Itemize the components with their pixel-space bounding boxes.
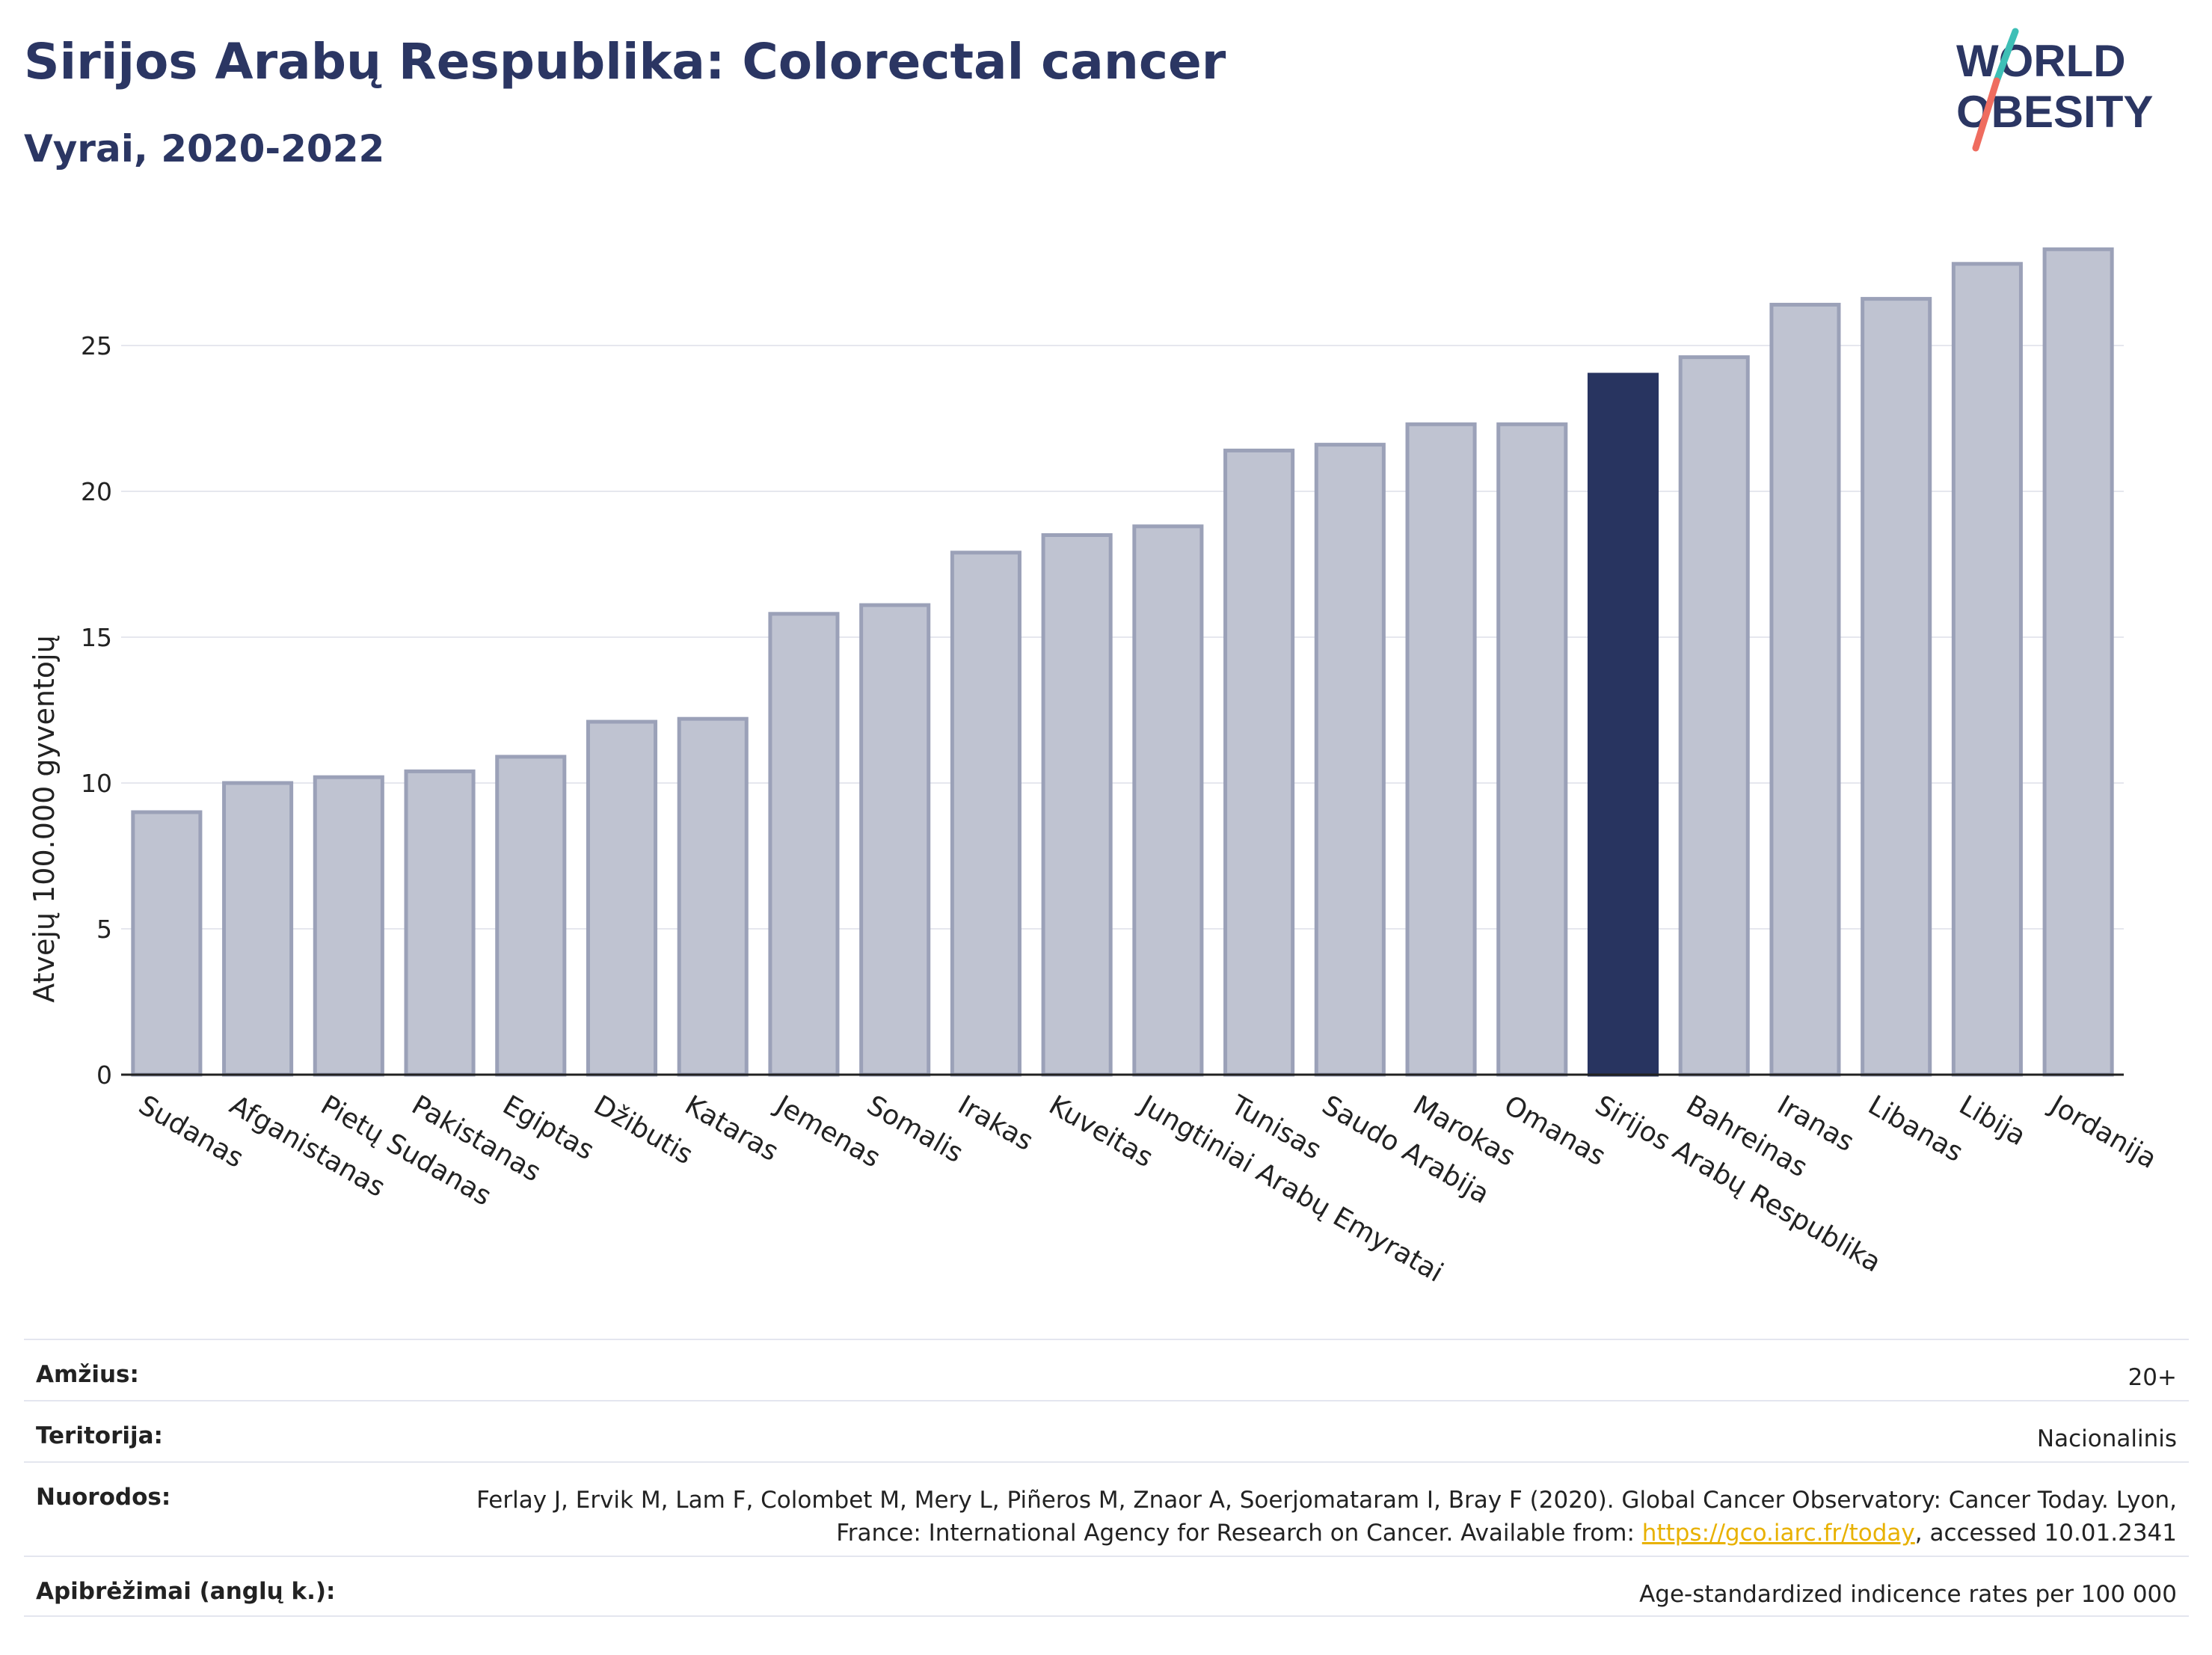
y-axis-title: Atvejų 100.000 gyventojų: [28, 635, 61, 1002]
bar-15: [1496, 422, 1568, 1077]
x-tick-label: Libanas: [1863, 1090, 1968, 1168]
bar-8: [859, 603, 931, 1077]
bar-9: [950, 550, 1021, 1077]
info-row-definitions: Apibrėžimai (anglų k.): Age-standardized…: [24, 1556, 2189, 1617]
references-value: Ferlay J, Ervik M, Lam F, Colombet M, Me…: [472, 1484, 2189, 1550]
y-tick-label: 25: [81, 331, 112, 360]
bar-19: [1861, 297, 1932, 1077]
bar-5: [586, 719, 658, 1077]
chart-title: Sirijos Arabų Respublika: Colorectal can…: [24, 33, 1226, 90]
y-tick-label: 15: [81, 623, 112, 652]
age-value: 20+: [2127, 1364, 2177, 1391]
references-text: Ferlay J, Ervik M, Lam F, Colombet M, Me…: [476, 1487, 2177, 1547]
y-tick-label: 20: [81, 477, 112, 506]
bar-21: [2042, 247, 2114, 1077]
bar-12: [1223, 448, 1295, 1077]
x-tick-label: Omanas: [1499, 1090, 1611, 1172]
info-table: Amžius: 20+ Teritorija: Nacionalinis Nuo…: [24, 1339, 2189, 1617]
info-row-territory: Teritorija: Nacionalinis: [24, 1400, 2189, 1461]
bar-2: [313, 775, 384, 1077]
bar-18: [1769, 302, 1841, 1077]
bar-20: [1951, 262, 2023, 1077]
world-obesity-logo: WORLD OBESITY: [1956, 28, 2153, 152]
bar-1: [222, 781, 294, 1077]
territory-value: Nacionalinis: [2036, 1425, 2177, 1452]
bar-13: [1314, 443, 1386, 1077]
bar-0: [131, 810, 203, 1077]
x-tick-label: Kuveitas: [1044, 1090, 1158, 1173]
territory-label: Teritorija:: [36, 1422, 163, 1449]
x-tick-label: Afganistanas: [224, 1090, 390, 1203]
bar-16: [1587, 372, 1659, 1077]
chart-subtitle: Vyrai, 2020-2022: [24, 127, 385, 171]
x-tick-label: Jemenas: [769, 1089, 885, 1173]
references-tail: , accessed 10.01.2341: [1914, 1520, 2177, 1547]
references-label: Nuorodos:: [36, 1484, 171, 1511]
bar-11: [1132, 524, 1204, 1077]
bar-4: [495, 755, 567, 1077]
bar-14: [1405, 422, 1477, 1077]
x-tick-label: Sudanas: [133, 1090, 248, 1174]
definitions-value: Age-standardized indicence rates per 100…: [1639, 1581, 2177, 1608]
bars: [131, 247, 2114, 1077]
info-row-references: Nuorodos: Ferlay J, Ervik M, Lam F, Colo…: [24, 1461, 2189, 1556]
bar-3: [404, 769, 476, 1077]
y-tick-label: 10: [81, 769, 112, 798]
y-tick-label: 5: [96, 915, 112, 944]
bar-10: [1041, 533, 1113, 1077]
logo-slash-teal: [1993, 28, 2019, 85]
definitions-label: Apibrėžimai (anglų k.):: [36, 1578, 336, 1605]
info-row-age: Amžius: 20+: [24, 1339, 2189, 1400]
logo-line1: WORLD: [1956, 36, 2126, 86]
x-tick-label: Jordanija: [2044, 1089, 2162, 1175]
references-link[interactable]: https://gco.iarc.fr/today: [1641, 1520, 1915, 1547]
x-tick-label: Kataras: [680, 1090, 784, 1167]
y-tick-label: 0: [96, 1060, 112, 1090]
bar-7: [768, 612, 840, 1077]
bar-17: [1678, 355, 1750, 1077]
age-label: Amžius:: [36, 1361, 139, 1388]
logo-slash-coral: [1972, 77, 2000, 152]
bar-6: [677, 716, 749, 1077]
x-tick-label: Džibutis: [589, 1090, 698, 1170]
